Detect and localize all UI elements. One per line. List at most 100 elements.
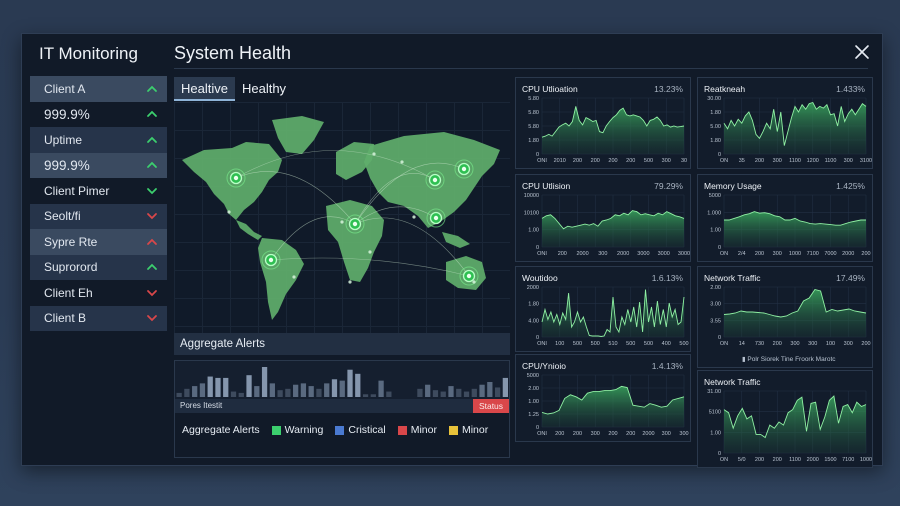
svg-text:35: 35 [739,158,745,164]
legend-item: Minor [448,424,489,436]
area-chart: 0 1.00 1.000 5000 ON 2/4 200 300 1000 7100 7000 200… [707,193,870,257]
svg-text:100: 100 [826,341,835,347]
svg-text:0: 0 [718,152,721,158]
svg-text:5.00: 5.00 [710,124,721,130]
legend-swatch [271,425,281,435]
area-chart: 0 1.80 5.80 5.80 5.80 ONI 2010 200 200 200 200 500 3… [528,96,687,164]
map-hub-asia[interactable] [425,170,445,190]
legend-swatch [335,425,345,435]
svg-text:14: 14 [739,341,745,347]
map-hub-north-america[interactable] [226,168,246,188]
chart-card[interactable]: 0 1.80 5.00 1.80 30.00 ON 35 200 300 1100 1200 1100… [697,77,873,169]
sidebar-item-label: 999.9% [44,106,90,122]
svg-text:200: 200 [755,251,764,257]
alert-bar [479,384,485,397]
alert-bar [199,383,206,397]
svg-text:ONI: ONI [537,251,547,257]
svg-text:500: 500 [679,341,688,347]
svg-text:200: 200 [558,251,567,257]
status-button[interactable]: Status [473,399,509,413]
svg-text:510: 510 [608,341,617,347]
alert-bar [494,387,501,397]
svg-text:500: 500 [626,341,635,347]
tab-healthy[interactable]: Healthy [241,81,287,96]
map-hub-australia[interactable] [459,266,479,286]
sidebar-item-label: Sypre Rte [44,234,98,249]
map-hub-south-america[interactable] [261,250,281,270]
svg-text:1200: 1200 [807,158,819,164]
alerts-footer-label: Pores Itestit [175,399,509,413]
svg-text:100: 100 [555,341,564,347]
alert-bar [285,388,291,397]
svg-text:1500: 1500 [824,457,836,463]
svg-text:5/0: 5/0 [738,457,746,463]
alert-bar [456,388,462,397]
sidebar-item-label: Client Eh [44,285,93,300]
chart-value: 1.4.13% [651,361,683,371]
svg-text:300: 300 [662,158,671,164]
legend-item: Minor [397,424,437,436]
alert-bar [192,386,198,397]
chart-card[interactable]: 0 1.00 1.000 5000 ON 2/4 200 300 1000 7100 7000 200… [697,174,873,262]
area-chart: 0 1.00 10100 10000 ONI 200 2000 300 2000 3000 3000… [524,193,690,257]
svg-text:1000: 1000 [860,457,872,463]
sidebar-item[interactable]: Client Eh [30,280,167,306]
sidebar-item[interactable]: Uptime [30,127,167,153]
chart-card[interactable]: 0 3.55 3.00 2.00 ON 14 730 200 300 300 100 300 200 Ne… [697,266,873,368]
svg-text:400: 400 [662,341,671,347]
chart-card[interactable]: 0 1.80 5.80 5.80 5.80 ONI 2010 200 200 200 200 500 3… [515,77,691,169]
world-map[interactable] [174,102,510,334]
chart-card[interactable]: 0 4.00 1.80 2000 ONI 100 500 500 510 500 500 400 500… [515,266,691,352]
sidebar-item[interactable]: Client Pimer [30,178,167,204]
chart-title: Network Traffic [704,377,761,387]
chart-card[interactable]: 0 1.00 5100 31.00 ON 5/0 200 200 1100 2000 1500 710… [697,370,873,468]
svg-text:3000: 3000 [637,251,649,257]
svg-text:200: 200 [755,158,764,164]
header-divider [174,68,868,69]
svg-text:200: 200 [861,251,870,257]
alert-bar [347,369,353,397]
alert-bar [316,388,322,397]
alert-bar [471,388,477,397]
map-hub-east-asia[interactable] [454,159,474,179]
legend-label: Minor [461,424,489,436]
sidebar-item[interactable]: Sypre Rte [30,229,167,255]
tab-bar: Healtive Healthy [174,77,293,101]
svg-text:7100: 7100 [842,457,854,463]
map-hub-africa[interactable] [345,214,365,234]
sidebar-item[interactable]: 999.9% [30,152,167,178]
map-hub-south-asia[interactable] [426,208,446,228]
svg-text:300: 300 [773,158,782,164]
alert-bar [502,377,508,397]
chart-value: 13.23% [654,84,683,94]
svg-text:7100: 7100 [807,251,819,257]
chart-card[interactable]: 0 1.00 10100 10000 ONI 200 2000 300 2000 3000 3000… [515,174,691,262]
aggregate-alerts-panel: Pores Itestit Status Aggregate Alerts Wa… [174,360,510,458]
svg-text:ONI: ONI [537,341,547,347]
sidebar-item[interactable]: Client B [30,305,167,331]
chevron-down-icon [147,187,157,195]
sidebar-item[interactable]: 999.9% [30,101,167,127]
sidebar-item[interactable]: Client A [30,76,167,102]
svg-text:200: 200 [861,341,870,347]
alert-bar [324,383,330,397]
svg-text:2.00: 2.00 [528,386,539,392]
svg-text:3.55: 3.55 [710,318,721,324]
alert-bar [370,394,376,397]
svg-text:300: 300 [679,431,688,437]
alerts-bar-chart [175,361,509,399]
svg-text:200: 200 [626,431,635,437]
svg-text:1100: 1100 [825,158,837,164]
close-icon[interactable] [852,42,872,62]
svg-text:300: 300 [598,251,607,257]
sidebar-item[interactable]: Suprorord [30,254,167,280]
tab-healtive[interactable]: Healtive [174,77,235,101]
chevron-down-icon [147,213,157,220]
svg-text:ONI: ONI [537,158,547,164]
svg-text:ONI: ONI [537,431,547,437]
sidebar-item[interactable]: Seolt/fi [30,203,167,229]
chart-card[interactable]: 0 1.25 1.00 2.00 5000 ONI 200 200 300 200 200 2000 3… [515,354,691,442]
svg-text:5.80: 5.80 [528,110,539,116]
chart-title: Network Traffic [704,273,761,283]
svg-text:1000: 1000 [789,251,801,257]
